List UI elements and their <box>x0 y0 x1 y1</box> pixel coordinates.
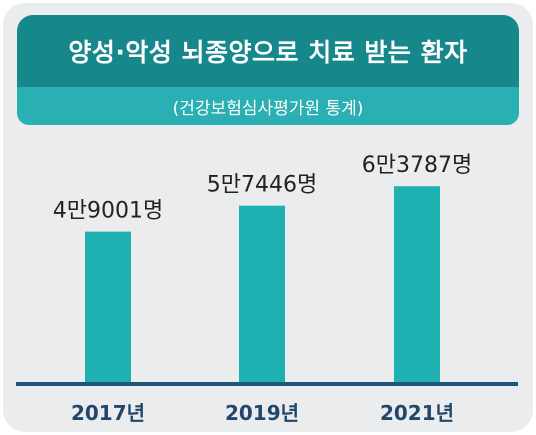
value-label-1: 4만9001명 <box>53 199 163 224</box>
bar-3 <box>394 186 440 382</box>
year-label-2: 2019년 <box>225 401 299 425</box>
value-label-2: 5만7446명 <box>207 173 317 198</box>
labels-layer: 4만9001명 2017년 5만7446명 2019년 6만3787명 2021년 <box>53 153 472 425</box>
title-bar: 양성·악성 뇌종양으로 치료 받는 환자 <box>17 15 519 87</box>
year-label-1: 2017년 <box>71 401 145 425</box>
source-label: (건강보험심사평가원 통계) <box>172 98 364 119</box>
bar-1 <box>85 231 131 382</box>
source-bar: (건강보험심사평가원 통계) <box>17 87 519 125</box>
year-label-3: 2021년 <box>380 401 454 425</box>
bar-2 <box>239 205 285 382</box>
chart-title: 양성·악성 뇌종양으로 치료 받는 환자 <box>68 38 468 67</box>
value-label-3: 6만3787명 <box>362 153 472 178</box>
bars-layer <box>85 186 440 382</box>
